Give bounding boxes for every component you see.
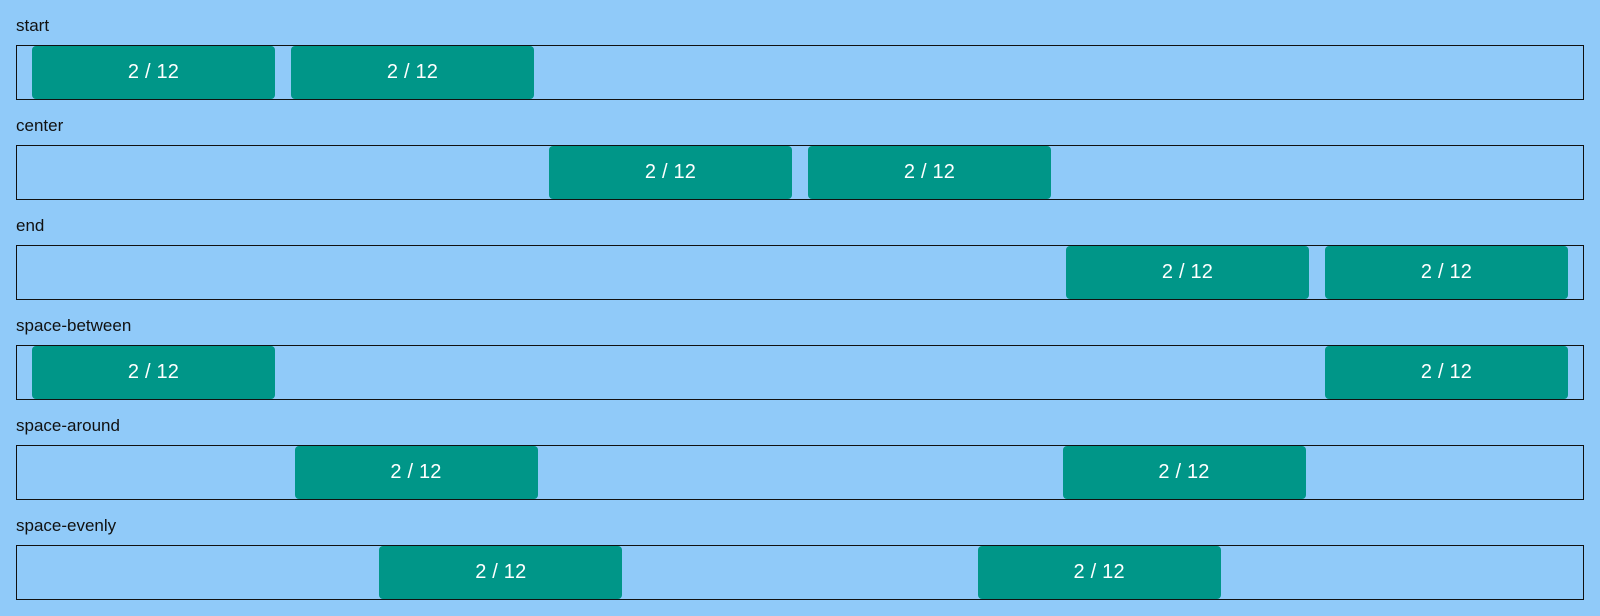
- section-space-evenly: space-evenly 2 / 12 2 / 12: [16, 516, 1584, 616]
- flex-row-space-around: 2 / 12 2 / 12: [16, 445, 1584, 500]
- grid-item: 2 / 12: [977, 546, 1221, 599]
- grid-item: 2 / 12: [32, 46, 275, 99]
- section-center: center 2 / 12 2 / 12: [16, 116, 1584, 216]
- section-label-space-between: space-between: [16, 316, 132, 335]
- grid-item: 2 / 12: [294, 446, 538, 499]
- section-end: end 2 / 12 2 / 12: [16, 216, 1584, 316]
- flex-row-space-between: 2 / 12 2 / 12: [16, 345, 1584, 400]
- flex-row-space-evenly: 2 / 12 2 / 12: [16, 545, 1584, 600]
- grid-item: 2 / 12: [32, 346, 275, 399]
- grid-item: 2 / 12: [1066, 246, 1309, 299]
- grid-item: 2 / 12: [549, 146, 792, 199]
- flex-row-start: 2 / 12 2 / 12: [16, 45, 1584, 100]
- grid-item: 2 / 12: [808, 146, 1051, 199]
- grid-item: 2 / 12: [1325, 246, 1568, 299]
- section-start: start 2 / 12 2 / 12: [16, 16, 1584, 116]
- grid-item: 2 / 12: [1062, 446, 1306, 499]
- grid-item: 2 / 12: [1325, 346, 1568, 399]
- section-label-end: end: [16, 216, 45, 235]
- flex-row-end: 2 / 12 2 / 12: [16, 245, 1584, 300]
- section-label-space-evenly: space-evenly: [16, 516, 117, 535]
- section-label-start: start: [16, 16, 50, 35]
- grid-item: 2 / 12: [379, 546, 623, 599]
- section-space-around: space-around 2 / 12 2 / 12: [16, 416, 1584, 516]
- grid-item: 2 / 12: [291, 46, 534, 99]
- section-label-space-around: space-around: [16, 416, 120, 435]
- section-label-center: center: [16, 116, 64, 135]
- flex-row-center: 2 / 12 2 / 12: [16, 145, 1584, 200]
- section-space-between: space-between 2 / 12 2 / 12: [16, 316, 1584, 416]
